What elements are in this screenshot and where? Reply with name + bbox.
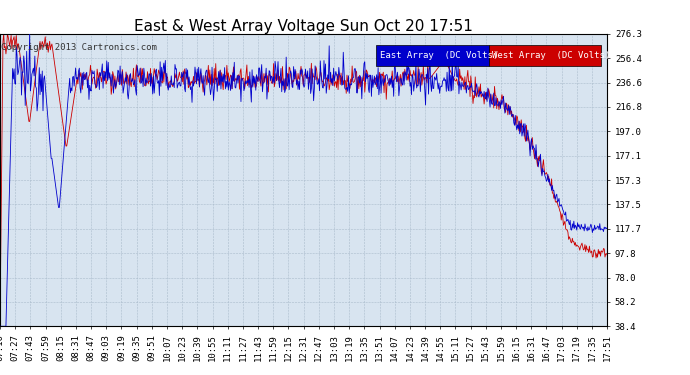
Text: West Array  (DC Volts): West Array (DC Volts) xyxy=(492,51,610,60)
FancyBboxPatch shape xyxy=(489,45,601,66)
Text: Copyright 2013 Cartronics.com: Copyright 2013 Cartronics.com xyxy=(1,42,157,51)
FancyBboxPatch shape xyxy=(377,45,489,66)
Text: East & West Array Voltage Sun Oct 20 17:51: East & West Array Voltage Sun Oct 20 17:… xyxy=(134,19,473,34)
Text: East Array  (DC Volts): East Array (DC Volts) xyxy=(380,51,497,60)
